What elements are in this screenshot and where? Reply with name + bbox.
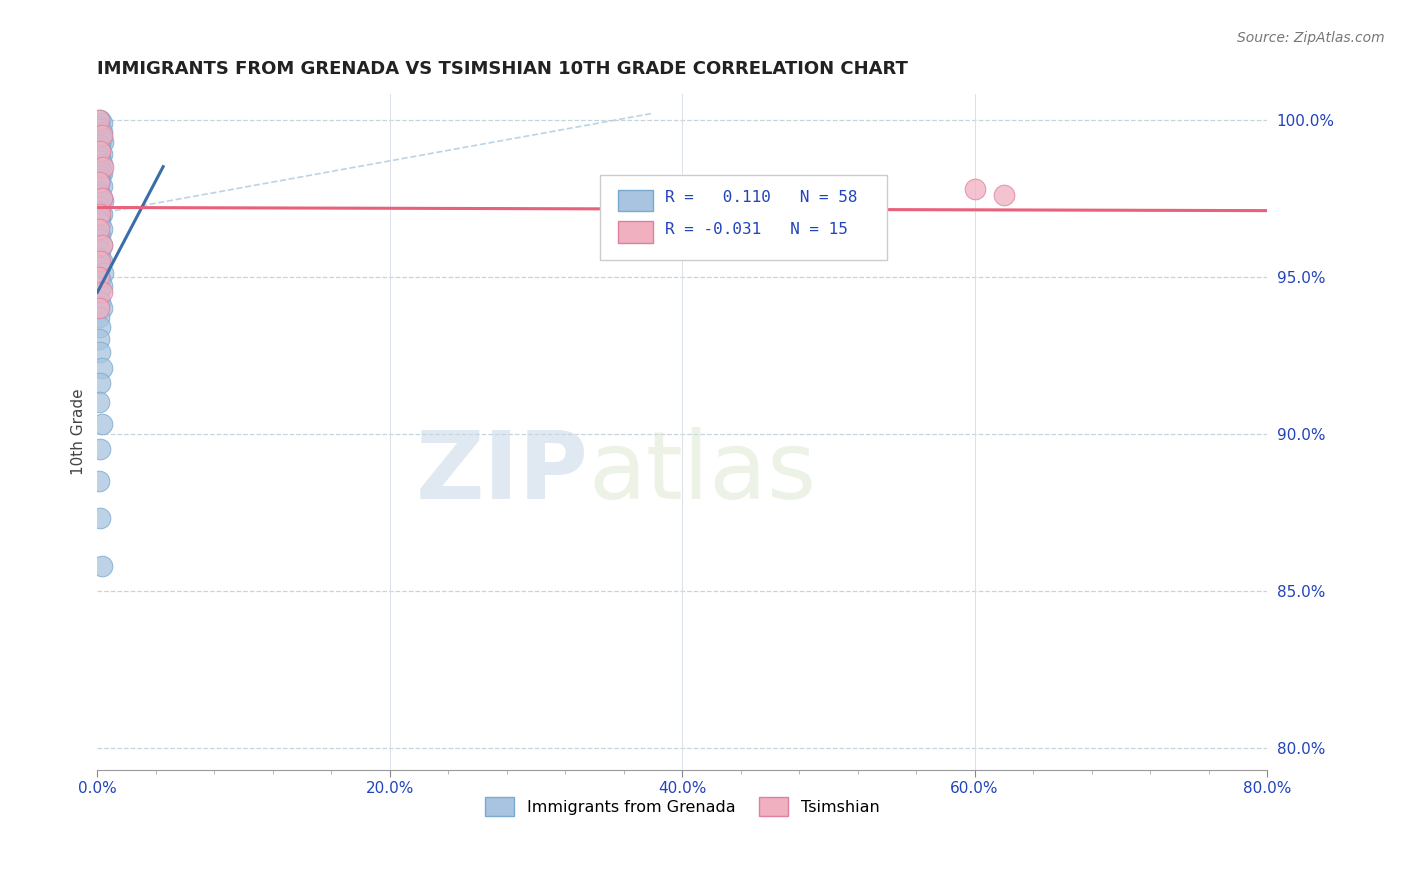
- Point: [89, 210, 111, 224]
- Point: [90, 128, 112, 143]
- Point: [90, 131, 112, 145]
- Point: [90, 558, 112, 573]
- Point: [87, 251, 110, 265]
- Point: [90, 166, 112, 180]
- Text: IMMIGRANTS FROM GRENADA VS TSIMSHIAN 10TH GRADE CORRELATION CHART: IMMIGRANTS FROM GRENADA VS TSIMSHIAN 10T…: [97, 60, 908, 78]
- Point: [87, 162, 110, 177]
- Point: [87, 175, 110, 189]
- Point: [963, 181, 986, 195]
- Point: [89, 122, 111, 136]
- Point: [87, 285, 110, 300]
- Point: [87, 310, 110, 325]
- Point: [90, 285, 112, 300]
- Point: [993, 188, 1015, 202]
- Point: [89, 511, 111, 525]
- Point: [89, 273, 111, 287]
- Point: [89, 228, 111, 243]
- Point: [90, 207, 112, 221]
- Point: [91, 135, 114, 149]
- Point: [91, 160, 114, 174]
- Point: [91, 194, 114, 209]
- Point: [89, 207, 111, 221]
- Point: [87, 301, 110, 315]
- Point: [90, 191, 112, 205]
- Text: atlas: atlas: [589, 426, 817, 518]
- Point: [90, 116, 112, 130]
- Point: [89, 319, 111, 334]
- Point: [90, 360, 112, 375]
- Point: [90, 279, 112, 293]
- Point: [89, 376, 111, 391]
- Text: Source: ZipAtlas.com: Source: ZipAtlas.com: [1237, 31, 1385, 45]
- Bar: [617, 221, 652, 243]
- Text: ZIP: ZIP: [416, 426, 589, 518]
- Point: [87, 172, 110, 186]
- Point: [89, 216, 111, 230]
- Point: [91, 267, 114, 281]
- Point: [89, 169, 111, 183]
- Point: [89, 345, 111, 359]
- Point: [90, 238, 112, 252]
- Point: [90, 178, 112, 193]
- Point: [89, 160, 111, 174]
- Legend: Immigrants from Grenada, Tsimshian: Immigrants from Grenada, Tsimshian: [478, 790, 886, 822]
- Point: [87, 128, 110, 143]
- Point: [87, 232, 110, 246]
- Point: [87, 213, 110, 227]
- Point: [87, 153, 110, 168]
- Point: [90, 253, 112, 268]
- Point: [87, 141, 110, 155]
- Point: [90, 147, 112, 161]
- Point: [90, 238, 112, 252]
- Point: [90, 301, 112, 315]
- Point: [89, 201, 111, 215]
- Point: [89, 175, 111, 189]
- Point: [87, 474, 110, 488]
- Point: [89, 144, 111, 158]
- Point: [87, 269, 110, 284]
- Point: [90, 222, 112, 236]
- Point: [89, 294, 111, 309]
- Text: R =   0.110   N = 58: R = 0.110 N = 58: [665, 190, 858, 205]
- Point: [87, 203, 110, 218]
- FancyBboxPatch shape: [600, 176, 887, 260]
- Point: [87, 119, 110, 133]
- Point: [87, 395, 110, 409]
- Point: [90, 125, 112, 139]
- Y-axis label: 10th Grade: 10th Grade: [72, 389, 86, 475]
- Point: [87, 332, 110, 346]
- Point: [87, 112, 110, 127]
- Point: [87, 185, 110, 199]
- Text: R = -0.031   N = 15: R = -0.031 N = 15: [665, 222, 848, 237]
- Bar: [617, 190, 652, 211]
- Point: [90, 191, 112, 205]
- Point: [90, 417, 112, 432]
- Point: [89, 137, 111, 152]
- Point: [89, 144, 111, 158]
- Point: [89, 260, 111, 275]
- Point: [89, 188, 111, 202]
- Point: [89, 442, 111, 457]
- Point: [89, 150, 111, 164]
- Point: [89, 244, 111, 259]
- Point: [89, 112, 111, 127]
- Point: [90, 156, 112, 170]
- Point: [87, 222, 110, 236]
- Point: [89, 253, 111, 268]
